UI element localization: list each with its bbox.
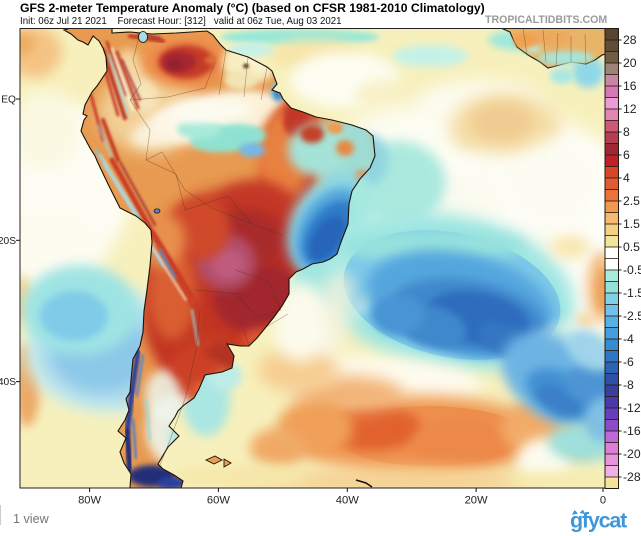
svg-text:-4: -4 (623, 332, 634, 346)
svg-text:-16: -16 (623, 424, 641, 438)
svg-text:40W: 40W (336, 495, 359, 507)
svg-text:4: 4 (623, 171, 630, 185)
svg-text:20S: 20S (0, 236, 16, 247)
svg-text:2.5: 2.5 (623, 194, 640, 208)
svg-text:-12: -12 (623, 401, 641, 415)
svg-text:40S: 40S (0, 377, 16, 388)
svg-text:-8: -8 (623, 378, 634, 392)
svg-text:60W: 60W (207, 495, 230, 507)
svg-text:20W: 20W (465, 495, 488, 507)
svg-text:20: 20 (623, 56, 637, 70)
svg-text:-1.5: -1.5 (623, 286, 641, 300)
svg-text:12: 12 (623, 102, 637, 116)
svg-text:-0.5: -0.5 (623, 263, 641, 277)
svg-text:-20: -20 (623, 447, 641, 461)
svg-text:-2.5: -2.5 (623, 309, 641, 323)
svg-text:16: 16 (623, 79, 637, 93)
svg-text:6: 6 (623, 148, 630, 162)
svg-text:-28: -28 (623, 470, 641, 484)
svg-text:8: 8 (623, 125, 630, 139)
svg-text:1.5: 1.5 (623, 217, 640, 231)
svg-text:0: 0 (600, 495, 606, 507)
svg-text:-6: -6 (623, 355, 634, 369)
svg-text:EQ: EQ (1, 95, 16, 106)
svg-text:80W: 80W (78, 495, 101, 507)
svg-text:gfycat: gfycat (570, 510, 627, 533)
svg-text:28: 28 (623, 33, 637, 47)
svg-text:0.5: 0.5 (623, 240, 640, 254)
